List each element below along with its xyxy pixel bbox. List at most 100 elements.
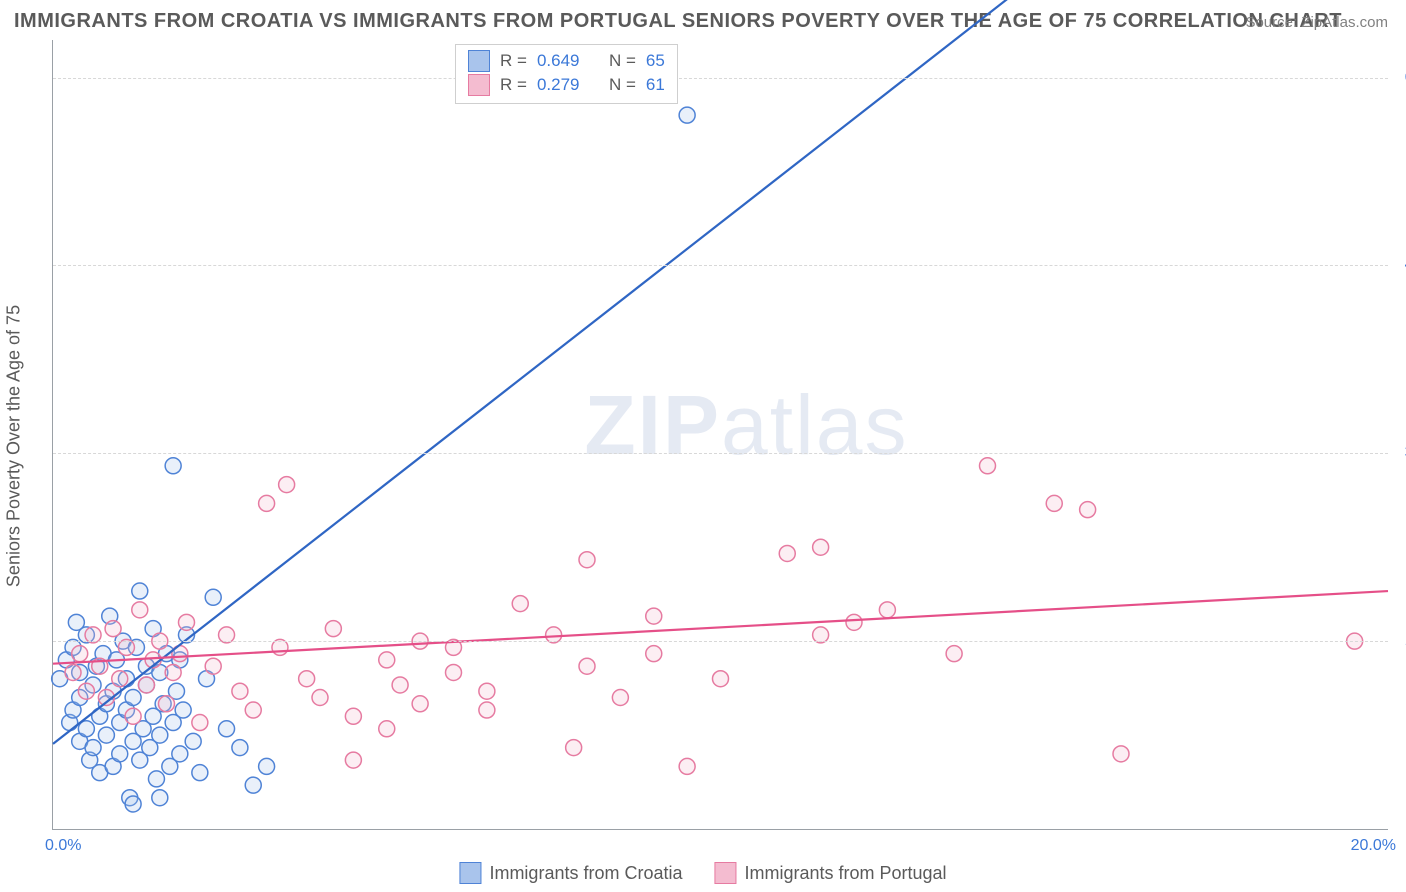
data-point [345, 752, 361, 768]
stat-n-value: 61 [646, 75, 665, 95]
data-point [105, 621, 121, 637]
data-point [479, 702, 495, 718]
data-point [325, 621, 341, 637]
data-point [219, 721, 235, 737]
y-tick-label: 15.0% [1390, 632, 1406, 650]
stat-n-label: N = [609, 75, 636, 95]
data-point [646, 608, 662, 624]
data-point [259, 495, 275, 511]
data-point [152, 790, 168, 806]
data-point [679, 107, 695, 123]
data-point [566, 740, 582, 756]
data-point [479, 683, 495, 699]
y-axis-label: Seniors Poverty Over the Age of 75 [4, 305, 25, 587]
chart-title: IMMIGRANTS FROM CROATIA VS IMMIGRANTS FR… [14, 10, 1342, 33]
x-tick-label: 20.0% [1351, 837, 1396, 855]
plot-svg [53, 40, 1388, 829]
data-point [175, 702, 191, 718]
stat-n-label: N = [609, 51, 636, 71]
data-point [392, 677, 408, 693]
data-point [152, 727, 168, 743]
data-point [579, 552, 595, 568]
data-point [946, 646, 962, 662]
data-point [879, 602, 895, 618]
stat-n-value: 65 [646, 51, 665, 71]
data-point [165, 664, 181, 680]
stat-r-value: 0.279 [537, 75, 580, 95]
data-point [125, 690, 141, 706]
data-point [232, 683, 248, 699]
gridline [53, 265, 1388, 266]
legend-item: Immigrants from Croatia [459, 862, 682, 884]
data-point [1080, 502, 1096, 518]
data-point [232, 740, 248, 756]
data-point [646, 646, 662, 662]
data-point [446, 664, 462, 680]
data-point [412, 696, 428, 712]
gridline [53, 78, 1388, 79]
data-point [980, 458, 996, 474]
data-point [379, 721, 395, 737]
data-point [813, 539, 829, 555]
data-point [192, 765, 208, 781]
swatch-icon [468, 50, 490, 72]
gridline [53, 453, 1388, 454]
data-point [192, 715, 208, 731]
data-point [125, 708, 141, 724]
data-point [279, 477, 295, 493]
data-point [259, 758, 275, 774]
plot-area: ZIPatlas 15.0%30.0%45.0%60.0%0.0%20.0% [52, 40, 1388, 830]
data-point [312, 690, 328, 706]
stats-row: R = 0.279 N = 61 [468, 73, 665, 97]
data-point [65, 664, 81, 680]
data-point [205, 589, 221, 605]
data-point [846, 614, 862, 630]
data-point [379, 652, 395, 668]
trend-line [53, 0, 1388, 744]
data-point [158, 696, 174, 712]
data-point [245, 702, 261, 718]
data-point [345, 708, 361, 724]
gridline [53, 641, 1388, 642]
data-point [779, 545, 795, 561]
data-point [98, 727, 114, 743]
data-point [679, 758, 695, 774]
data-point [299, 671, 315, 687]
chart-container: IMMIGRANTS FROM CROATIA VS IMMIGRANTS FR… [0, 0, 1406, 892]
data-point [112, 671, 128, 687]
data-point [72, 646, 88, 662]
data-point [205, 658, 221, 674]
y-tick-label: 45.0% [1390, 256, 1406, 274]
x-tick-label: 0.0% [45, 837, 81, 855]
stat-r-value: 0.649 [537, 51, 580, 71]
data-point [165, 458, 181, 474]
series-legend: Immigrants from Croatia Immigrants from P… [459, 862, 946, 884]
legend-label: Immigrants from Portugal [744, 863, 946, 884]
legend-label: Immigrants from Croatia [489, 863, 682, 884]
data-point [245, 777, 261, 793]
data-point [1113, 746, 1129, 762]
data-point [512, 596, 528, 612]
data-point [172, 746, 188, 762]
stats-row: R = 0.649 N = 65 [468, 49, 665, 73]
data-point [125, 796, 141, 812]
source-label: Source: ZipAtlas.com [1245, 14, 1388, 31]
data-point [1046, 495, 1062, 511]
legend-item: Immigrants from Portugal [714, 862, 946, 884]
stat-r-label: R = [500, 75, 527, 95]
y-tick-label: 30.0% [1390, 444, 1406, 462]
data-point [179, 614, 195, 630]
data-point [185, 733, 201, 749]
data-point [112, 746, 128, 762]
trend-line [53, 591, 1388, 664]
swatch-icon [459, 862, 481, 884]
data-point [612, 690, 628, 706]
y-tick-label: 60.0% [1390, 69, 1406, 87]
swatch-icon [714, 862, 736, 884]
swatch-icon [468, 74, 490, 96]
stat-r-label: R = [500, 51, 527, 71]
data-point [132, 583, 148, 599]
data-point [85, 740, 101, 756]
data-point [78, 683, 94, 699]
data-point [132, 602, 148, 618]
